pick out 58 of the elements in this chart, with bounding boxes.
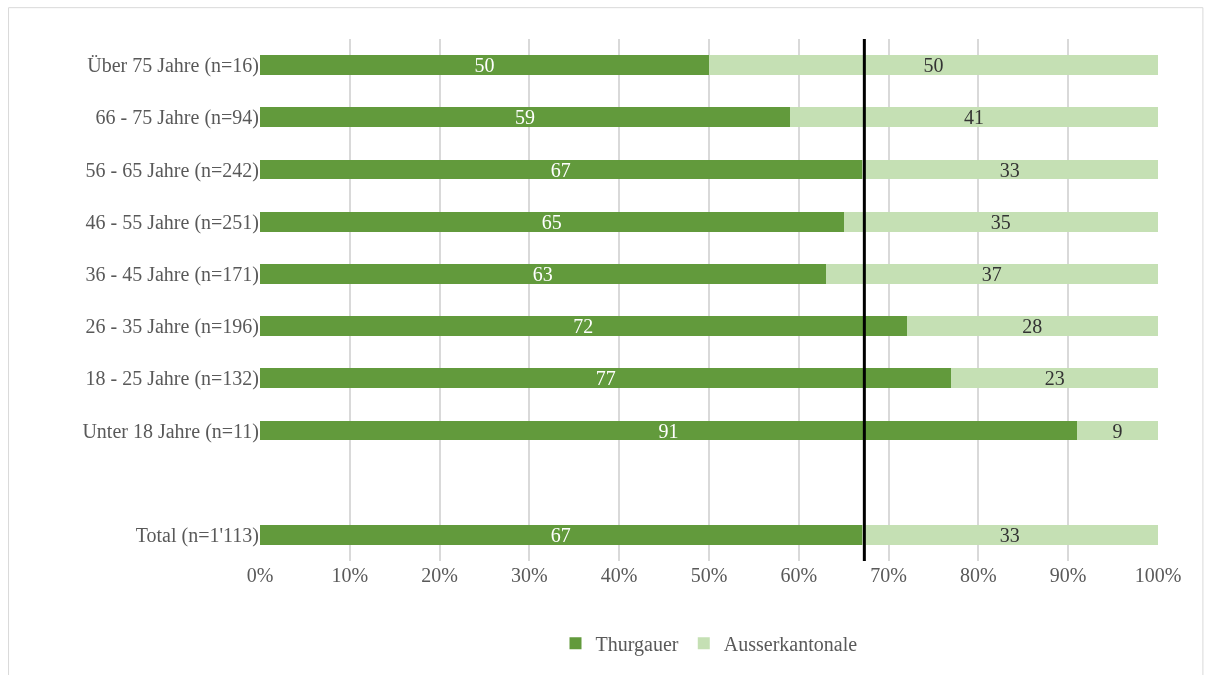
data-label: 65 [541, 210, 562, 233]
data-label: 9 [1112, 419, 1123, 442]
bar [260, 263, 826, 284]
bar [861, 524, 1158, 545]
x-tick-label: 80% [960, 564, 997, 586]
x-tick-label: 100% [1134, 564, 1182, 586]
bar [260, 107, 790, 128]
data-label: 35 [990, 210, 1011, 233]
x-tick-label: 10% [331, 564, 369, 586]
data-label: 72 [573, 315, 594, 338]
y-tick-label: 46 - 55 Jahre (n=251) [85, 210, 259, 234]
y-tick-label: Unter 18 Jahre (n=11) [82, 419, 259, 443]
x-tick-label: 90% [1049, 564, 1087, 586]
bar [843, 211, 1158, 232]
data-label: 50 [923, 54, 944, 77]
data-label: 67 [550, 523, 571, 546]
data-label: 33 [999, 523, 1020, 546]
x-tick-label: 60% [780, 564, 818, 586]
y-tick-label: 26 - 35 Jahre (n=196) [85, 315, 259, 339]
bar [260, 316, 907, 337]
bar [1077, 420, 1158, 441]
data-label: 41 [963, 106, 984, 129]
bar [709, 55, 1158, 76]
bar [260, 211, 844, 232]
data-label: 91 [658, 419, 679, 442]
legend-label: Thurgauer [595, 632, 679, 656]
y-tick-label: 18 - 25 Jahre (n=132) [85, 367, 259, 391]
bar [906, 316, 1158, 337]
data-label: 59 [514, 106, 535, 129]
data-label: 33 [999, 158, 1020, 181]
y-tick-label: 66 - 75 Jahre (n=94) [95, 106, 259, 130]
bar [825, 263, 1158, 284]
y-tick-label: 36 - 45 Jahre (n=171) [85, 262, 259, 286]
bar [260, 159, 862, 180]
data-label: 77 [595, 367, 616, 390]
bar [260, 55, 709, 76]
data-label: 67 [550, 158, 571, 181]
data-label: 37 [981, 262, 1002, 285]
bar [260, 524, 862, 545]
x-tick-label: 0% [246, 564, 274, 586]
data-label: 23 [1044, 367, 1065, 390]
y-tick-label: Über 75 Jahre (n=16) [87, 54, 259, 78]
y-tick-label: Total (n=1'113) [135, 523, 259, 547]
data-label: 50 [474, 54, 495, 77]
data-label: 28 [1022, 315, 1043, 338]
bar [789, 107, 1158, 128]
bar [260, 420, 1078, 441]
x-tick-label: 40% [600, 564, 638, 586]
y-tick-label: 56 - 65 Jahre (n=242) [85, 158, 259, 182]
bar [260, 368, 952, 389]
legend-label: Ausserkantonale [723, 632, 858, 655]
x-tick-label: 30% [511, 564, 548, 586]
bar [951, 368, 1158, 389]
x-tick-label: 20% [421, 564, 458, 586]
x-tick-label: 50% [690, 564, 728, 586]
bar [861, 159, 1158, 180]
data-label: 63 [532, 262, 553, 285]
x-tick-label: 70% [870, 564, 907, 586]
